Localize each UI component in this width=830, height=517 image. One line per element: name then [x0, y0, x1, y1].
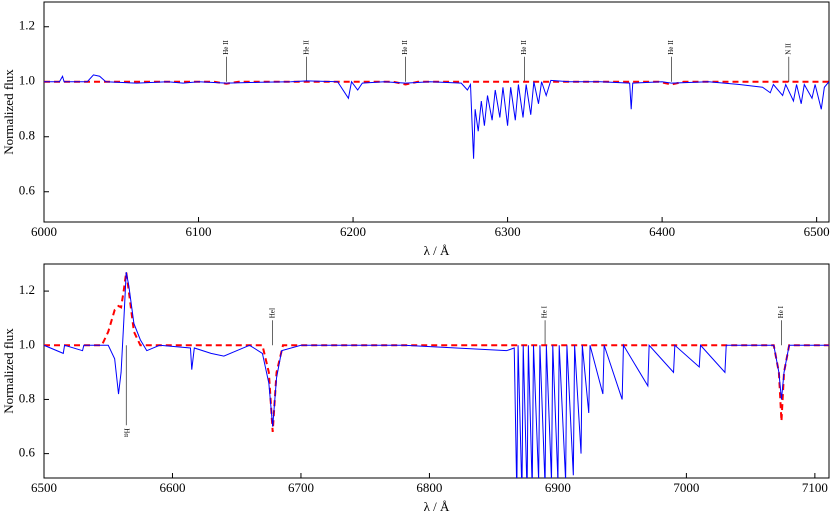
x-tick-label: 6200 [340, 224, 366, 239]
y-tick-label: 0.6 [19, 183, 36, 198]
y-axis-label: Normalized flux [1, 69, 16, 155]
annotation-label: Hα [123, 428, 131, 437]
x-axis-label: λ / Å [424, 499, 450, 514]
annotation-label: He I [777, 305, 785, 318]
annotation-label: He II [302, 40, 310, 55]
y-axis-label: Normalized flux [1, 328, 16, 414]
y-tick-label: 0.6 [19, 445, 36, 460]
annotation-label: He II [520, 40, 528, 55]
y-tick-label: 1.2 [19, 18, 35, 33]
x-tick-label: 6800 [416, 480, 442, 495]
x-tick-label: 6000 [31, 224, 57, 239]
model-line [44, 80, 829, 86]
spectrum-line [44, 74, 829, 159]
y-tick-label: 1.0 [19, 336, 35, 351]
annotation-label: He II [401, 40, 409, 55]
x-tick-label: 6500 [804, 224, 830, 239]
x-tick-label: 7100 [802, 480, 828, 495]
x-tick-label: 6700 [288, 480, 314, 495]
annotation-label: He II [222, 40, 230, 55]
x-tick-label: 6100 [186, 224, 212, 239]
x-tick-label: 6300 [495, 224, 521, 239]
annotation-label: He I [541, 305, 549, 318]
plot-frame [43, 263, 830, 479]
y-tick-label: 1.0 [19, 73, 35, 88]
plot-area [44, 56, 829, 159]
model-line [44, 271, 829, 433]
plot-area [44, 271, 829, 478]
x-tick-label: 6500 [31, 480, 57, 495]
annotation-label: HeI [268, 307, 276, 318]
spectrum-line [44, 272, 829, 478]
x-tick-label: 6900 [545, 480, 571, 495]
y-tick-label: 1.2 [19, 282, 35, 297]
annotation-label: N II [784, 43, 792, 55]
x-tick-label: 6400 [649, 224, 675, 239]
plot-frame [43, 1, 830, 223]
x-axis-label: λ / Å [424, 243, 450, 258]
y-tick-label: 0.8 [19, 390, 35, 405]
annotation-label: He II [667, 40, 675, 55]
y-tick-label: 0.8 [19, 128, 35, 143]
x-tick-label: 7000 [673, 480, 699, 495]
x-tick-label: 6600 [159, 480, 185, 495]
